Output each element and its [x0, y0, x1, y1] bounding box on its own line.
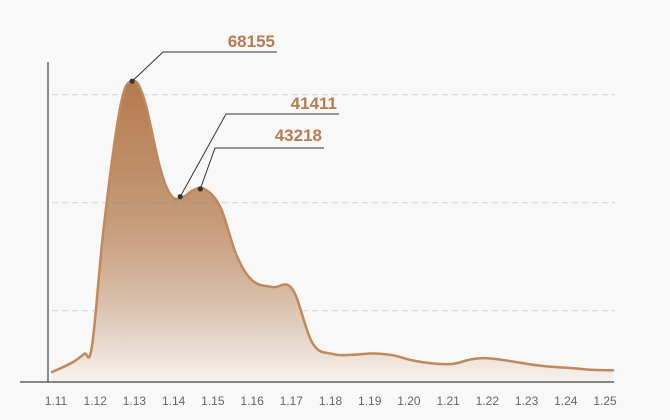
- x-tick-label: 1.25: [593, 394, 617, 408]
- x-tick-label: 1.18: [319, 394, 343, 408]
- x-tick-label: 1.23: [515, 394, 539, 408]
- axes: [20, 62, 614, 383]
- x-tick-label: 1.12: [84, 394, 108, 408]
- annotations: 68155 41411 43218: [129, 32, 339, 200]
- x-tick-label: 1.13: [123, 394, 147, 408]
- annotation-label: 43218: [275, 126, 322, 145]
- annotation-marker: [177, 194, 183, 200]
- annotation-marker: [129, 78, 135, 84]
- annotation-leader: [199, 147, 324, 190]
- area-series: [50, 79, 615, 383]
- x-tick-label: 1.20: [397, 394, 421, 408]
- annotation-leader: [131, 51, 277, 82]
- annotation-label: 68155: [228, 32, 275, 51]
- x-tick-label: 1.21: [436, 394, 460, 408]
- x-tick-label: 1.14: [162, 394, 186, 408]
- x-tick-label: 1.11: [45, 394, 68, 408]
- x-tick-label: 1.17: [280, 394, 304, 408]
- annotation-leader: [179, 113, 339, 197]
- area-fill: [52, 80, 613, 383]
- x-tick-label: 1.24: [554, 394, 578, 408]
- x-tick-label: 1.15: [201, 394, 225, 408]
- annotation-label: 41411: [291, 94, 337, 113]
- x-tick-label: 1.22: [476, 394, 500, 408]
- x-tick-label: 1.19: [358, 394, 382, 408]
- series-line: [50, 79, 615, 374]
- x-axis-ticks: 1.11 1.12 1.13 1.14 1.15 1.16 1.17 1.18 1.19 1.20…: [45, 394, 617, 408]
- annotation-marker: [197, 186, 203, 192]
- x-tick-label: 1.16: [240, 394, 264, 408]
